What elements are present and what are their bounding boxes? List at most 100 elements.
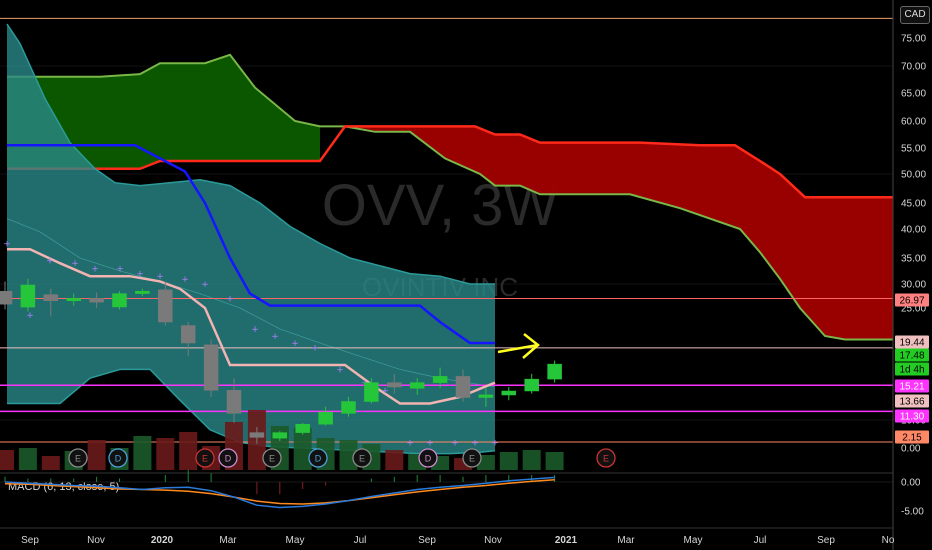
x-axis-tick-label: 2020 bbox=[151, 535, 174, 546]
volume-bar bbox=[293, 428, 312, 470]
volume-bar bbox=[87, 440, 106, 470]
y-axis-tick-label: 35.00 bbox=[901, 254, 926, 265]
candle-body bbox=[547, 363, 562, 380]
lagging-cross-marker: + bbox=[291, 339, 299, 349]
span-b-line bbox=[7, 125, 893, 199]
lagging-cross-marker: + bbox=[471, 438, 479, 448]
price-tag-label: 11.30 bbox=[900, 412, 925, 423]
price-tag-label: 13.66 bbox=[899, 397, 924, 408]
candle-body bbox=[387, 382, 402, 388]
price-tag-bg bbox=[895, 409, 929, 423]
x-axis-tick-label: May bbox=[286, 535, 305, 546]
x-axis-tick-label: Sep bbox=[418, 535, 436, 546]
lagging-cross-marker: + bbox=[406, 438, 414, 448]
ichimoku-cloud bbox=[7, 53, 893, 341]
indicator-lines: +++++++++++++++++++++++ bbox=[3, 144, 499, 449]
bollinger-upper-line bbox=[6, 23, 495, 285]
volume-bar bbox=[41, 456, 60, 470]
candle-body bbox=[66, 298, 81, 302]
price-tag-bg bbox=[895, 379, 929, 393]
baseline-line bbox=[7, 248, 496, 405]
event-letter: D bbox=[425, 454, 432, 464]
price-tag: 11.30 bbox=[895, 409, 929, 423]
event-circle bbox=[68, 448, 88, 468]
price-tag-label: 2.15 bbox=[902, 433, 922, 444]
x-axis-tick-label: No bbox=[882, 535, 895, 546]
y-axis-tick-label: 70.00 bbox=[901, 62, 926, 73]
candle-body bbox=[180, 325, 196, 344]
lagging-cross-marker: + bbox=[251, 325, 259, 335]
event-circle bbox=[308, 448, 328, 468]
x-axis-tick-label: Jul bbox=[354, 535, 367, 546]
macd-line bbox=[4, 476, 555, 509]
macd-histogram bbox=[4, 469, 556, 495]
y-axis-tick-label: 50.00 bbox=[901, 170, 926, 181]
event-marker-icon: E bbox=[195, 448, 215, 468]
lagging-cross-marker: + bbox=[491, 438, 499, 448]
event-letter: E bbox=[603, 454, 609, 464]
price-tag: 15.21 bbox=[895, 379, 929, 393]
x-axis[interactable]: Sep Nov 2020 Mar May Jul Sep Nov 2021 Mar May Jul Se… bbox=[0, 527, 895, 546]
volume-bar bbox=[385, 450, 404, 470]
event-circle bbox=[596, 448, 616, 468]
volume-bar bbox=[545, 452, 564, 470]
price-tag-bg bbox=[895, 394, 929, 408]
volume-bar bbox=[179, 432, 198, 470]
lagging-markers: +++++++++++++++++++++++ bbox=[3, 240, 499, 449]
lagging-cross-marker: + bbox=[271, 332, 279, 342]
x-axis-tick-label: Jul bbox=[754, 535, 767, 546]
x-axis-tick-label: 2021 bbox=[555, 535, 578, 546]
event-circle bbox=[218, 448, 238, 468]
annotation-arrow-icon bbox=[497, 333, 540, 359]
event-letter: E bbox=[75, 454, 81, 464]
volume-bar bbox=[339, 440, 358, 470]
lagging-cross-marker: + bbox=[116, 264, 124, 274]
event-marker-icon: E bbox=[352, 448, 372, 468]
price-tag-bg bbox=[895, 362, 929, 376]
event-marker-icon: D bbox=[108, 448, 128, 468]
candle-body bbox=[0, 290, 13, 305]
price-tag-label: 17.48 bbox=[899, 351, 924, 362]
event-marker-icon: E bbox=[596, 448, 616, 468]
price-tag-bg bbox=[895, 430, 929, 444]
volume-bar bbox=[499, 452, 518, 470]
candle-body bbox=[364, 382, 379, 402]
volume-bar bbox=[156, 438, 175, 470]
macd-pane bbox=[0, 469, 893, 509]
candle-body bbox=[112, 293, 127, 308]
y-axis-tick-label: 65.00 bbox=[901, 89, 926, 100]
x-axis-tick-label: Nov bbox=[484, 535, 502, 546]
lagging-cross-marker: + bbox=[381, 386, 389, 396]
bear-cloud bbox=[345, 126, 893, 340]
price-tag: 19.44 bbox=[895, 335, 929, 349]
lagging-cross-marker: + bbox=[311, 343, 319, 353]
y-axis-tick-label: 40.00 bbox=[901, 225, 926, 236]
lagging-cross-marker: + bbox=[91, 264, 99, 274]
candle-body bbox=[341, 401, 356, 414]
price-tag-bg bbox=[895, 348, 929, 362]
kijun-line bbox=[7, 144, 495, 345]
event-letter: E bbox=[469, 454, 475, 464]
price-tag-bg bbox=[895, 335, 929, 349]
event-marker-icon: D bbox=[218, 448, 238, 468]
lagging-cross-marker: + bbox=[426, 438, 434, 448]
volume-bar bbox=[0, 450, 14, 470]
price-tag-label: 15.21 bbox=[899, 382, 924, 393]
candle-body bbox=[295, 423, 310, 433]
lagging-cross-marker: + bbox=[201, 280, 209, 290]
event-letter: E bbox=[269, 454, 275, 464]
y-axis-tick-label: 45.00 bbox=[901, 199, 926, 210]
event-letter: D bbox=[225, 454, 232, 464]
event-marker-icon: E bbox=[68, 448, 88, 468]
x-axis-tick-label: Nov bbox=[87, 535, 105, 546]
event-marker-icon: D bbox=[418, 448, 438, 468]
x-axis-tick-label: Mar bbox=[617, 535, 635, 546]
candle-body bbox=[272, 432, 288, 439]
candle-body bbox=[135, 290, 150, 294]
event-circle bbox=[352, 448, 372, 468]
lagging-cross-marker: + bbox=[3, 240, 11, 250]
currency-badge[interactable]: CAD bbox=[900, 6, 930, 24]
event-letter: E bbox=[202, 454, 208, 464]
candle-body bbox=[89, 298, 104, 303]
